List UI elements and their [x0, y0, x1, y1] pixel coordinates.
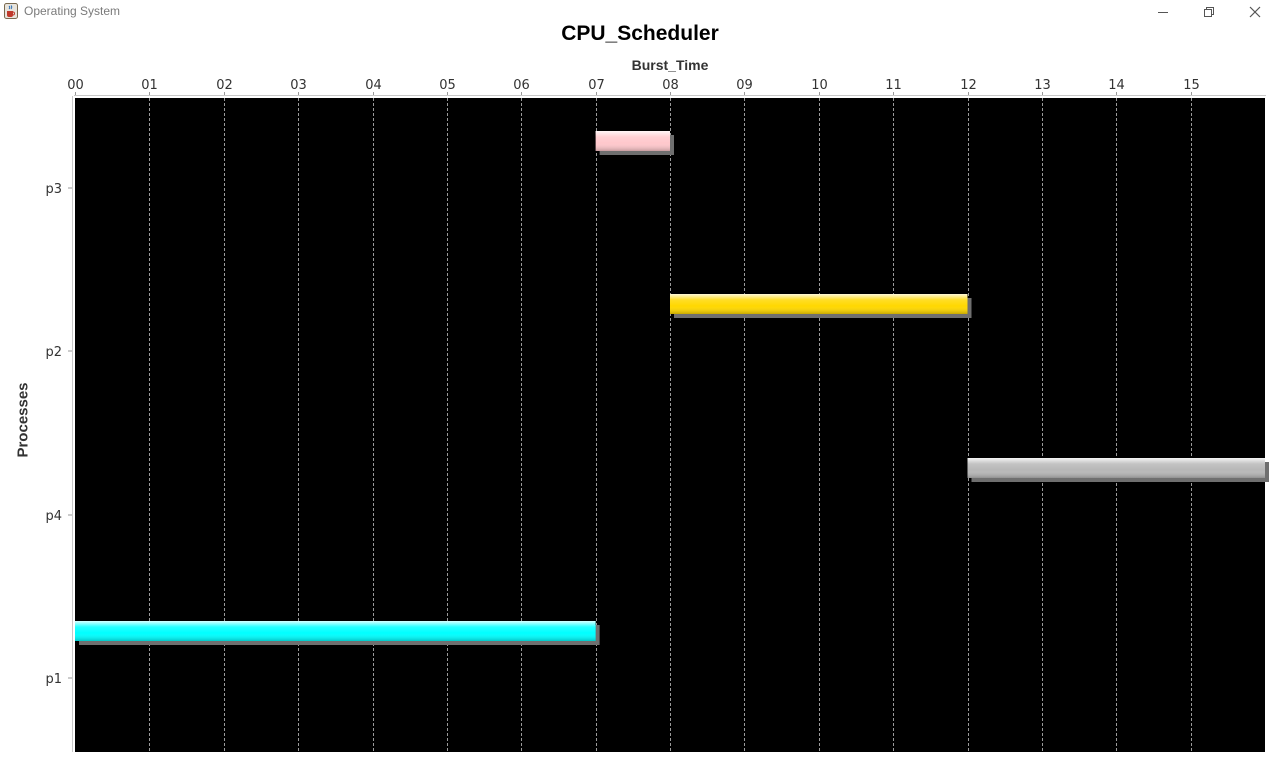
close-button[interactable]: [1232, 0, 1278, 24]
y-tick-label: p1: [45, 672, 62, 687]
y-tick-label: p4: [45, 509, 62, 524]
task-bar-gloss: [967, 458, 1265, 478]
task-bar-gloss: [75, 621, 596, 641]
y-tick-label: p2: [45, 345, 62, 360]
x-tick-label: 13: [1034, 78, 1051, 93]
y-tick-label: p3: [45, 182, 62, 197]
x-tick-label: 10: [811, 78, 828, 93]
x-tick-label: 08: [662, 78, 679, 93]
x-tick-label: 12: [960, 78, 977, 93]
x-axis-ticks: 00 01 02 03 04 05 06 07 08 09 10 11 12 13 14 15: [67, 78, 1200, 96]
window-titlebar: Operating System: [0, 0, 1280, 24]
x-tick-label: 01: [141, 78, 158, 93]
x-tick-label: 02: [216, 78, 233, 93]
task-bar-p1: [75, 621, 600, 645]
close-icon: [1249, 6, 1261, 18]
x-tick-label: 09: [736, 78, 753, 93]
x-tick-label: 11: [885, 78, 902, 93]
task-bar-p3: [595, 131, 674, 155]
x-tick-label: 07: [588, 78, 605, 93]
minimize-icon: [1158, 12, 1168, 13]
task-bar-p2: [670, 294, 972, 318]
task-bar-gloss: [670, 294, 968, 314]
x-tick-label: 15: [1183, 78, 1200, 93]
window-title: Operating System: [24, 4, 121, 18]
x-tick-label: 03: [290, 78, 307, 93]
y-axis-ticks: p3 p2 p4 p1: [45, 182, 72, 687]
task-bar-p4: [967, 458, 1269, 482]
x-tick-label: 06: [513, 78, 530, 93]
minimize-button[interactable]: [1140, 0, 1186, 24]
restore-button[interactable]: [1186, 0, 1232, 24]
x-tick-label: 14: [1108, 78, 1125, 93]
task-bars: [75, 131, 1269, 645]
x-tick-label: 00: [67, 78, 84, 93]
task-bar-gloss: [595, 131, 670, 151]
x-axis-label: Burst_Time: [631, 57, 709, 73]
restore-icon: [1204, 7, 1214, 17]
chart-title: CPU_Scheduler: [561, 22, 719, 45]
java-cup-icon: [4, 3, 18, 19]
x-tick-label: 05: [439, 78, 456, 93]
x-tick-label: 04: [365, 78, 382, 93]
